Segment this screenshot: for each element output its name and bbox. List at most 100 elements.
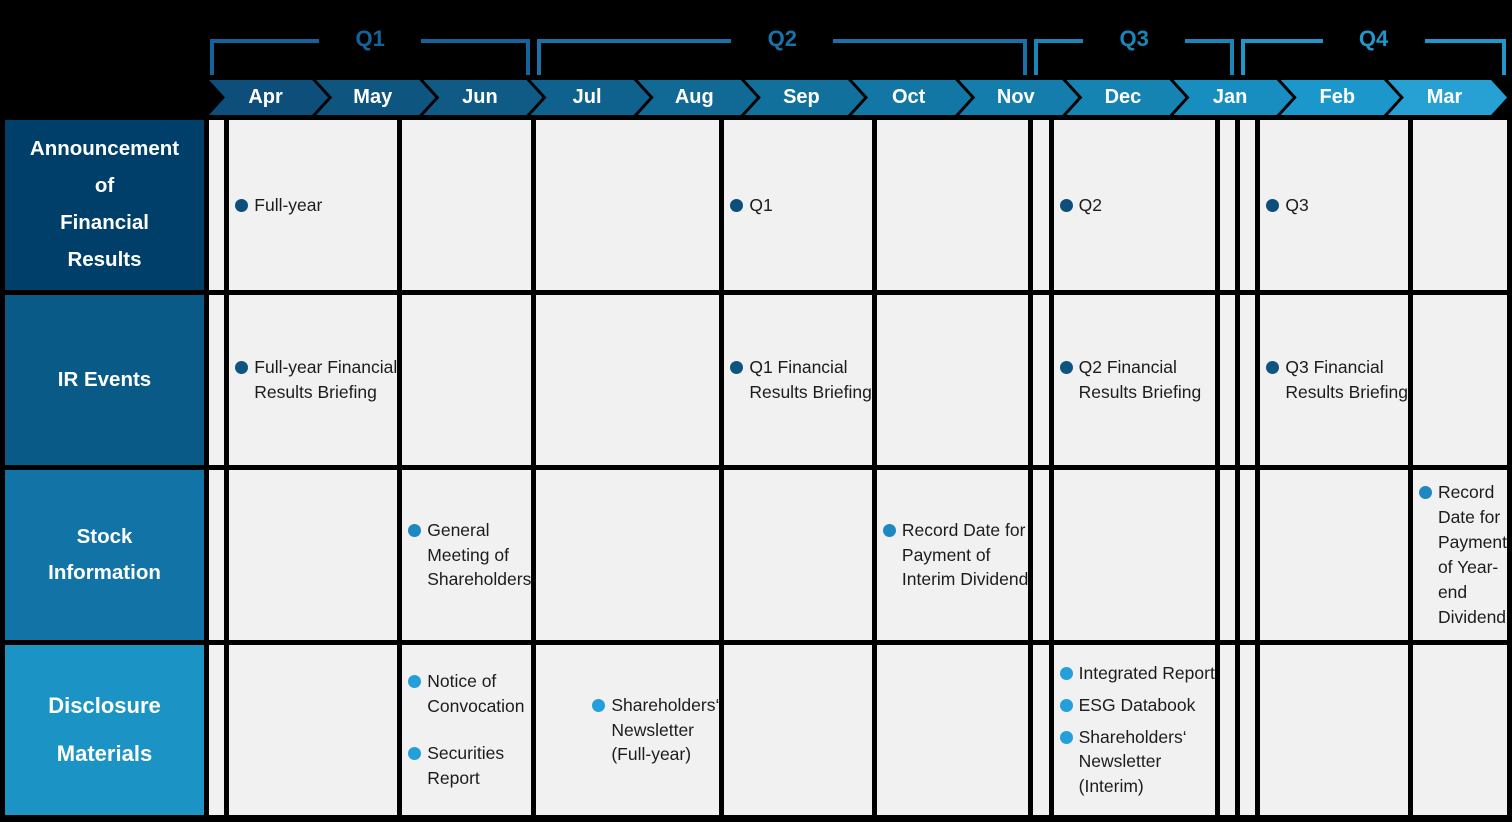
- month-chevron-aug: Aug: [638, 80, 757, 115]
- month-chevron-sep: Sep: [745, 80, 864, 115]
- bullet-icon: [1059, 198, 1073, 212]
- quarter-label: Q4: [1358, 26, 1389, 51]
- bullet-icon: [1059, 361, 1073, 375]
- cell-ir-events-nov: Q2 Financial Results Briefing: [1053, 295, 1215, 465]
- event-item: Full-year: [235, 193, 322, 218]
- cell-financial-results-sep: [876, 120, 1029, 290]
- cell-financial-results-nov: Q2: [1053, 120, 1215, 290]
- month-chevron-mar: Mar: [1388, 80, 1507, 115]
- event-item: Full-year Financial Results Briefing: [235, 355, 397, 405]
- cell-ir-events-oct: [1033, 295, 1049, 465]
- bullet-icon: [1418, 486, 1432, 500]
- month-chevron-jan: Jan: [1174, 80, 1293, 115]
- month-chevron-apr: Apr: [209, 80, 328, 115]
- row-header-stock-information: Stock Information: [5, 470, 204, 640]
- cell-disclosure-materials-feb: [1260, 645, 1408, 815]
- month-chevron-feb: Feb: [1281, 80, 1400, 115]
- bullet-icon: [235, 361, 249, 375]
- cell-disclosure-materials-nov: Integrated Report ESG Databook Sharehold…: [1053, 645, 1215, 815]
- cell-stock-information-apr: [209, 470, 225, 640]
- cell-stock-information-nov: [1053, 470, 1215, 640]
- month-axis: Apr May Jun Jul Aug Sep Oct Nov Dec Jan …: [209, 80, 1507, 115]
- event-item: ESG Databook: [1059, 693, 1195, 718]
- cell-stock-information-jan: [1240, 470, 1256, 640]
- cell-disclosure-materials-apr: [209, 645, 225, 815]
- cell-financial-results-jan: [1240, 120, 1256, 290]
- cell-disclosure-materials-jun: Notice of Convocation Securities Report: [402, 645, 532, 815]
- event-item: Q1 Financial Results Briefing: [730, 355, 872, 405]
- cell-financial-results-feb: Q3: [1260, 120, 1408, 290]
- cell-financial-results-aug: Q1: [724, 120, 872, 290]
- cell-stock-information-jun: General Meeting of Shareholders: [402, 470, 532, 640]
- month-chevron-nov: Nov: [959, 80, 1078, 115]
- event-item: General Meeting of Shareholders: [408, 518, 531, 593]
- cell-financial-results-may: Full-year: [229, 120, 398, 290]
- cell-disclosure-materials-sep: [876, 645, 1029, 815]
- cell-financial-results-dec: [1219, 120, 1236, 290]
- row-header-financial-results: Announcement of Financial Results: [5, 120, 204, 290]
- bullet-icon: [730, 361, 744, 375]
- month-chevron-jul: Jul: [531, 80, 650, 115]
- bullet-icon: [730, 198, 744, 212]
- cell-ir-events-dec: [1219, 295, 1236, 465]
- cell-ir-events-mar: [1412, 295, 1507, 465]
- bracket-line: [1185, 39, 1235, 75]
- cell-financial-results-jul: [536, 120, 720, 290]
- months-spacer: [5, 80, 204, 115]
- cell-disclosure-materials-mar: [1412, 645, 1507, 815]
- cell-ir-events-may: Full-year Financial Results Briefing: [229, 295, 398, 465]
- cell-ir-events-sep: [876, 295, 1029, 465]
- bracket-line: [421, 39, 531, 75]
- month-chevron-may: May: [316, 80, 435, 115]
- bullet-icon: [592, 698, 606, 712]
- event-item: Shareholders‘ Newsletter (Interim): [1059, 725, 1187, 800]
- event-item: Q2 Financial Results Briefing: [1059, 355, 1201, 405]
- quarter-bracket-q3: Q3: [1033, 23, 1235, 75]
- cell-stock-information-feb: [1260, 470, 1408, 640]
- bracket-line: [1034, 39, 1084, 75]
- corner-spacer: [5, 0, 204, 75]
- event-item: Securities Report: [408, 741, 504, 791]
- quarter-bracket-q1: Q1: [209, 23, 531, 75]
- cell-financial-results-jun: [402, 120, 532, 290]
- cell-ir-events-apr: [209, 295, 225, 465]
- cell-ir-events-aug: Q1 Financial Results Briefing: [724, 295, 872, 465]
- bracket-line: [537, 39, 732, 75]
- event-item: Q3 Financial Results Briefing: [1266, 355, 1408, 405]
- row-header-disclosure-materials: Disclosure Materials: [5, 645, 204, 815]
- cell-stock-information-may: [229, 470, 398, 640]
- cell-stock-information-sep: Record Date for Payment of Interim Divid…: [876, 470, 1029, 640]
- quarter-bracket-q4: Q4: [1240, 23, 1507, 75]
- event-item: Q2: [1059, 193, 1102, 218]
- cell-disclosure-materials-may: [229, 645, 398, 815]
- cell-disclosure-materials-dec: [1219, 645, 1236, 815]
- event-item: Record Date for Payment of Year- end Div…: [1418, 480, 1507, 629]
- bracket-line: [1241, 39, 1323, 75]
- bullet-icon: [1059, 666, 1073, 680]
- cell-stock-information-aug: [724, 470, 872, 640]
- cell-stock-information-dec: [1219, 470, 1236, 640]
- cell-ir-events-jan: [1240, 295, 1256, 465]
- cell-financial-results-apr: [209, 120, 225, 290]
- bullet-icon: [408, 675, 422, 689]
- bracket-line: [833, 39, 1028, 75]
- cell-disclosure-materials-jul: Shareholders‘ Newsletter (Full-year): [536, 645, 720, 815]
- cell-stock-information-oct: [1033, 470, 1049, 640]
- quarter-bracket-q2: Q2: [536, 23, 1028, 75]
- quarter-label: Q3: [1119, 26, 1149, 51]
- month-chevron-oct: Oct: [852, 80, 971, 115]
- cell-financial-results-oct: [1033, 120, 1049, 290]
- bullet-icon: [1059, 730, 1073, 744]
- cell-ir-events-jul: [536, 295, 720, 465]
- event-item: Q1: [730, 193, 773, 218]
- quarter-label: Q1: [355, 26, 385, 51]
- bullet-icon: [882, 523, 896, 537]
- event-item: Q3: [1266, 193, 1309, 218]
- cell-financial-results-mar: [1412, 120, 1507, 290]
- bullet-icon: [408, 523, 422, 537]
- bracket-line: [210, 39, 320, 75]
- event-item: Integrated Report: [1059, 661, 1215, 686]
- month-chevron-jun: Jun: [423, 80, 542, 115]
